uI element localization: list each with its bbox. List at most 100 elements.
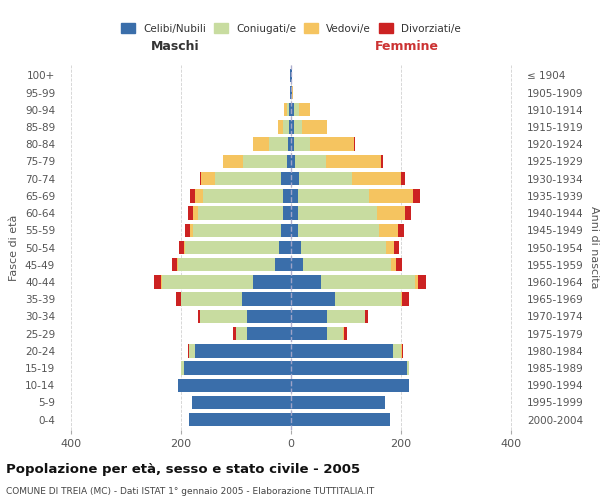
Bar bbox=[291, 413, 390, 426]
Bar bbox=[289, 120, 291, 134]
Bar bbox=[291, 362, 407, 374]
Bar bbox=[181, 362, 184, 374]
Bar bbox=[287, 154, 291, 168]
Bar bbox=[393, 344, 401, 358]
Bar bbox=[269, 138, 288, 151]
Bar bbox=[284, 103, 287, 117]
Bar bbox=[291, 120, 294, 134]
Bar bbox=[291, 310, 327, 323]
Bar bbox=[369, 189, 413, 202]
Bar bbox=[321, 275, 415, 288]
Bar bbox=[223, 154, 242, 168]
Bar bbox=[402, 344, 403, 358]
Bar bbox=[407, 362, 409, 374]
Bar bbox=[326, 154, 380, 168]
Bar bbox=[253, 138, 269, 151]
Bar bbox=[298, 189, 369, 202]
Bar bbox=[278, 120, 283, 134]
Bar bbox=[203, 189, 283, 202]
Bar bbox=[291, 327, 327, 340]
Bar bbox=[379, 224, 398, 237]
Bar bbox=[299, 172, 352, 186]
Bar bbox=[380, 154, 383, 168]
Bar bbox=[335, 292, 401, 306]
Bar bbox=[291, 189, 298, 202]
Bar bbox=[418, 275, 426, 288]
Bar bbox=[401, 172, 406, 186]
Bar bbox=[242, 154, 287, 168]
Bar bbox=[172, 258, 177, 272]
Bar bbox=[398, 224, 404, 237]
Bar bbox=[161, 275, 162, 288]
Bar bbox=[344, 327, 347, 340]
Bar bbox=[291, 275, 321, 288]
Bar bbox=[185, 241, 279, 254]
Bar bbox=[291, 154, 295, 168]
Bar bbox=[402, 292, 409, 306]
Bar bbox=[188, 344, 189, 358]
Text: Popolazione per età, sesso e stato civile - 2005: Popolazione per età, sesso e stato civil… bbox=[6, 462, 360, 475]
Bar bbox=[299, 103, 310, 117]
Bar bbox=[291, 206, 298, 220]
Bar bbox=[291, 292, 335, 306]
Bar bbox=[288, 138, 291, 151]
Bar bbox=[287, 103, 289, 117]
Bar bbox=[281, 224, 291, 237]
Bar bbox=[291, 86, 292, 100]
Bar bbox=[253, 275, 291, 288]
Bar bbox=[310, 138, 354, 151]
Bar bbox=[193, 224, 281, 237]
Bar bbox=[291, 68, 292, 82]
Bar bbox=[215, 172, 281, 186]
Bar bbox=[413, 189, 420, 202]
Bar bbox=[291, 224, 298, 237]
Bar bbox=[365, 310, 368, 323]
Bar bbox=[283, 189, 291, 202]
Bar bbox=[200, 172, 202, 186]
Bar bbox=[184, 241, 185, 254]
Bar bbox=[188, 206, 193, 220]
Bar bbox=[354, 138, 355, 151]
Bar bbox=[291, 378, 409, 392]
Bar bbox=[290, 86, 291, 100]
Bar bbox=[247, 327, 291, 340]
Bar bbox=[233, 327, 236, 340]
Bar bbox=[179, 241, 184, 254]
Bar bbox=[190, 189, 195, 202]
Bar bbox=[327, 327, 343, 340]
Text: Femmine: Femmine bbox=[374, 40, 439, 53]
Bar bbox=[178, 258, 275, 272]
Bar bbox=[192, 396, 291, 409]
Bar bbox=[291, 396, 385, 409]
Bar bbox=[178, 378, 291, 392]
Bar bbox=[281, 172, 291, 186]
Bar bbox=[291, 172, 299, 186]
Bar bbox=[386, 241, 394, 254]
Bar bbox=[236, 327, 247, 340]
Bar bbox=[405, 206, 412, 220]
Bar bbox=[176, 292, 181, 306]
Bar bbox=[294, 103, 299, 117]
Bar bbox=[291, 241, 301, 254]
Bar bbox=[275, 258, 291, 272]
Y-axis label: Fasce di età: Fasce di età bbox=[10, 214, 19, 280]
Bar bbox=[184, 362, 291, 374]
Bar bbox=[415, 275, 418, 288]
Bar bbox=[241, 292, 291, 306]
Bar bbox=[292, 86, 293, 100]
Bar bbox=[189, 344, 195, 358]
Bar bbox=[197, 206, 283, 220]
Bar bbox=[394, 241, 399, 254]
Bar bbox=[302, 120, 327, 134]
Bar bbox=[294, 138, 310, 151]
Bar bbox=[291, 103, 294, 117]
Text: Maschi: Maschi bbox=[151, 40, 200, 53]
Bar bbox=[298, 206, 377, 220]
Bar bbox=[303, 258, 391, 272]
Bar bbox=[295, 154, 326, 168]
Bar bbox=[185, 224, 190, 237]
Bar bbox=[377, 206, 405, 220]
Bar bbox=[291, 258, 303, 272]
Bar bbox=[189, 413, 291, 426]
Bar bbox=[283, 206, 291, 220]
